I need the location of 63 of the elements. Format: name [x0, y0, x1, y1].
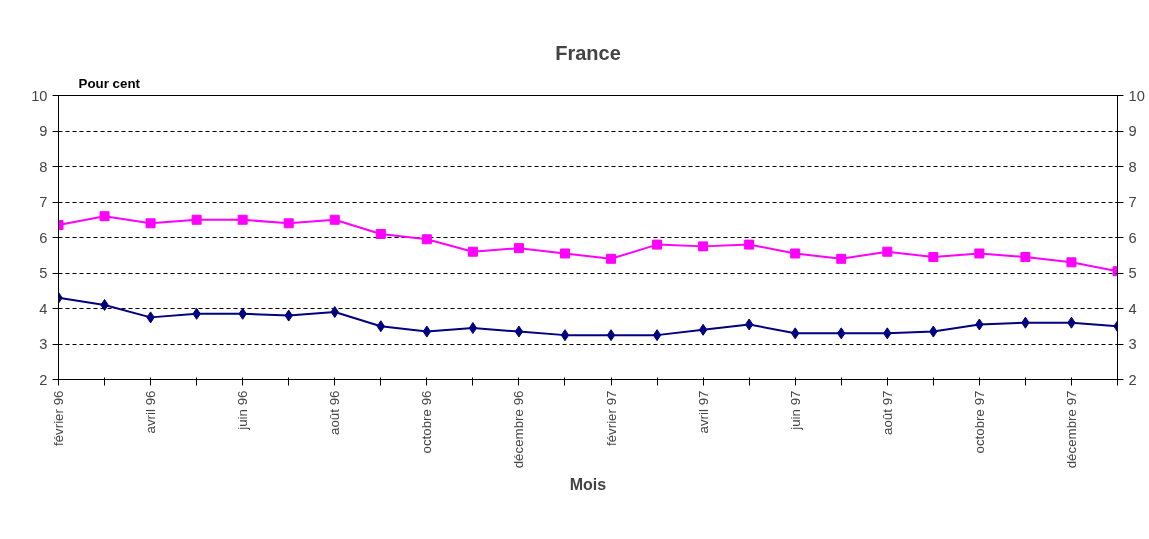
point — [974, 248, 985, 259]
y2-tick-label: 7 — [1128, 194, 1137, 210]
point — [99, 211, 110, 222]
point — [882, 246, 893, 257]
point — [652, 239, 663, 250]
y2-tick-label: 9 — [1128, 123, 1137, 139]
point — [698, 241, 709, 252]
y-tick-label: 6 — [39, 229, 48, 246]
point — [421, 234, 432, 245]
x-tick-label: octobre 97 — [971, 390, 987, 454]
point — [1066, 257, 1077, 268]
point — [560, 329, 570, 342]
y-tick-label: 9 — [39, 123, 48, 139]
y-tick-label: 10 — [31, 87, 48, 104]
point — [606, 253, 617, 264]
y-tick-label: 4 — [39, 300, 48, 317]
y2-tick-label: 8 — [1128, 158, 1137, 175]
point — [836, 253, 847, 264]
x-axis-title: Mois — [569, 476, 607, 494]
x-tick-label: avril 97 — [695, 390, 711, 434]
x-tick-label: octobre 96 — [419, 390, 435, 454]
point — [513, 243, 524, 254]
x-tick-label: février 97 — [603, 390, 619, 447]
x-tick-label: février 96 — [51, 390, 66, 447]
y2-tick-label: 3 — [1128, 336, 1137, 352]
y2-tick-label: 2 — [1128, 371, 1137, 388]
y-tick-label: 5 — [39, 265, 48, 281]
point — [652, 329, 662, 342]
point — [237, 214, 248, 225]
x-tick-label: août 96 — [327, 390, 343, 435]
point — [744, 239, 755, 250]
point — [790, 248, 801, 259]
point — [468, 322, 478, 335]
point — [191, 214, 202, 225]
x-tick-label: avril 96 — [143, 390, 159, 434]
y-axis-title: Pour cent — [78, 75, 141, 91]
point — [375, 228, 386, 239]
y2-tick-label: 6 — [1128, 229, 1137, 246]
y2-tick-label: 10 — [1128, 87, 1145, 104]
y-tick-label: 8 — [39, 158, 48, 175]
point — [422, 325, 432, 338]
point — [145, 218, 156, 229]
y-tick-label: 2 — [39, 371, 48, 388]
x-tick-label: juin 96 — [235, 390, 251, 431]
y2-tick-label: 4 — [1128, 300, 1137, 317]
point — [698, 323, 708, 336]
y-tick-label: 3 — [39, 336, 48, 352]
point — [928, 252, 939, 263]
y-tick-label: 7 — [39, 194, 48, 210]
point — [467, 246, 478, 257]
x-tick-label: août 97 — [879, 390, 895, 435]
point — [559, 248, 570, 259]
point — [1020, 252, 1031, 263]
point — [283, 218, 294, 229]
point — [744, 318, 754, 331]
x-tick-label: décembre 97 — [1063, 390, 1079, 469]
x-tick-label: décembre 96 — [511, 390, 527, 469]
y2-tick-label: 5 — [1128, 265, 1137, 281]
point — [329, 214, 340, 225]
point — [514, 325, 524, 338]
chart-title: France — [555, 41, 621, 64]
point — [606, 329, 616, 342]
x-tick-label: juin 97 — [787, 390, 803, 431]
